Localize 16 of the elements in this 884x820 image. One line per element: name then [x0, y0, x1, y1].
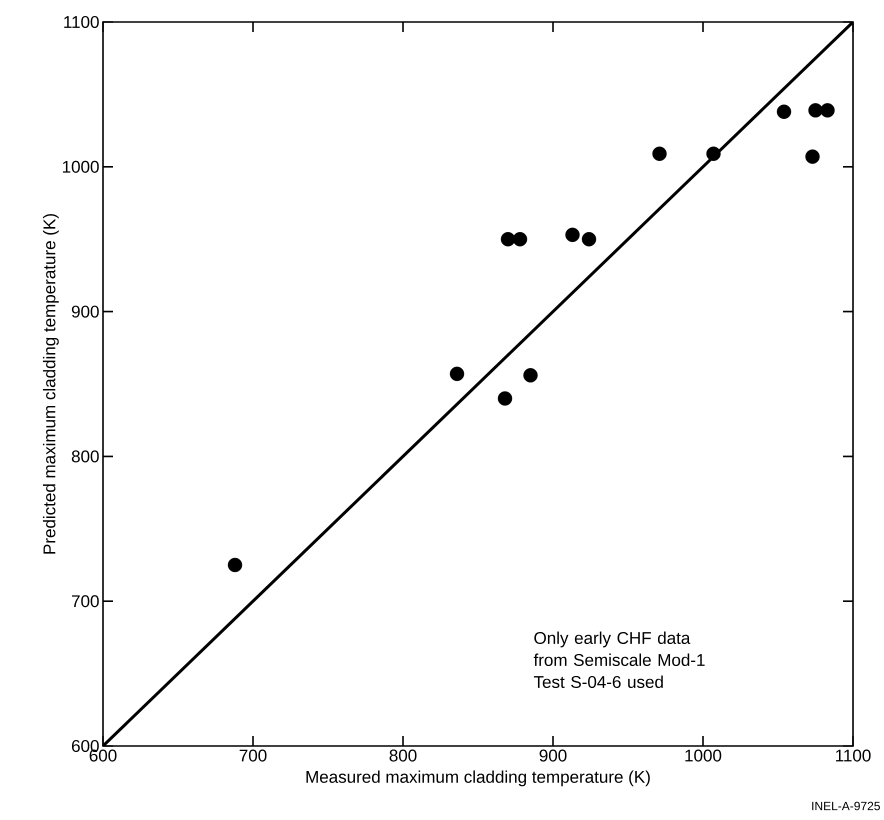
x-tick-label: 1100 — [836, 750, 871, 762]
annotation: Only early CHF data from Semiscale Mod-1 Test S-04-6 used — [534, 632, 705, 688]
text: INEL-A-9725 — [812, 802, 880, 810]
x-tick-label: 1000 — [685, 750, 722, 762]
y-tick-label: 700 — [72, 595, 99, 608]
x-tick-label: 900 — [540, 750, 567, 762]
y-tick-label: 900 — [72, 306, 99, 318]
y-axis-title: Predicted maximum cladding temperature (K) — [42, 214, 59, 554]
y-tick-label: 1100 — [64, 16, 99, 28]
y-tick-label: 1000 — [62, 160, 99, 173]
y-tick-label: 800 — [72, 450, 99, 462]
x-axis-title: Measured maximum cladding temperature (K) — [306, 770, 650, 786]
y-tick-label: 600 — [72, 740, 99, 752]
x-tick-label: 700 — [240, 750, 267, 762]
x-tick-label: 600 — [90, 750, 117, 762]
x-tick-label: 800 — [390, 750, 417, 762]
